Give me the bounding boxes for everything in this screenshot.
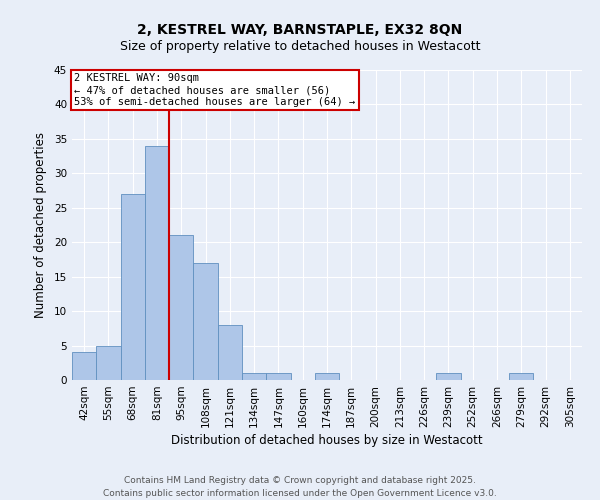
Bar	[72, 352, 96, 380]
Text: Size of property relative to detached houses in Westacott: Size of property relative to detached ho…	[120, 40, 480, 53]
Bar	[315, 373, 339, 380]
Y-axis label: Number of detached properties: Number of detached properties	[34, 132, 47, 318]
Bar	[169, 236, 193, 380]
Text: 2 KESTREL WAY: 90sqm
← 47% of detached houses are smaller (56)
53% of semi-detac: 2 KESTREL WAY: 90sqm ← 47% of detached h…	[74, 74, 356, 106]
Bar	[436, 373, 461, 380]
Text: 2, KESTREL WAY, BARNSTAPLE, EX32 8QN: 2, KESTREL WAY, BARNSTAPLE, EX32 8QN	[137, 22, 463, 36]
Bar	[266, 373, 290, 380]
Bar	[145, 146, 169, 380]
X-axis label: Distribution of detached houses by size in Westacott: Distribution of detached houses by size …	[171, 434, 483, 447]
Bar	[509, 373, 533, 380]
Bar	[121, 194, 145, 380]
Bar	[242, 373, 266, 380]
Text: Contains HM Land Registry data © Crown copyright and database right 2025.
Contai: Contains HM Land Registry data © Crown c…	[103, 476, 497, 498]
Bar	[96, 346, 121, 380]
Bar	[193, 263, 218, 380]
Bar	[218, 325, 242, 380]
